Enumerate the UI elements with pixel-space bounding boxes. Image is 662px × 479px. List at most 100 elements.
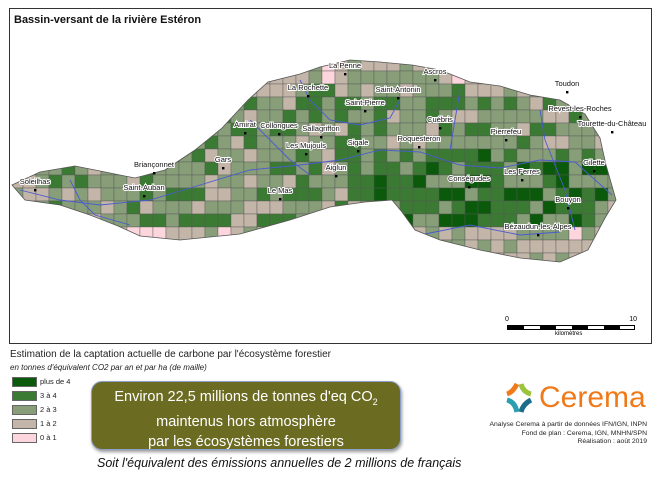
grid-cell <box>490 226 505 241</box>
equivalent-note: Soit l'équivalent des émissions annuelle… <box>97 456 462 470</box>
grid-cell <box>581 252 596 262</box>
grid-cell <box>555 239 570 254</box>
grid-cell <box>386 70 401 85</box>
grid-cell <box>61 213 76 228</box>
grid-cell <box>282 200 297 215</box>
grid-cell <box>204 239 219 254</box>
grid-cell <box>152 122 167 137</box>
grid-cell <box>139 83 154 98</box>
grid-cell <box>165 239 180 254</box>
grid-cell <box>48 122 63 137</box>
grid-cell <box>22 252 37 262</box>
grid-cell <box>10 266 23 279</box>
grid-cell <box>100 174 115 189</box>
grid-cell <box>399 174 414 189</box>
town-label: Aiglun <box>326 163 347 172</box>
cerema-logo-icon <box>506 382 533 413</box>
town-marker <box>278 133 281 136</box>
grid-cell <box>529 70 544 85</box>
grid-cell <box>412 252 427 262</box>
grid-cell <box>438 200 453 215</box>
grid-cell <box>87 109 102 124</box>
grid-cell <box>594 239 609 254</box>
grid-cell <box>516 70 531 85</box>
grid-cell <box>61 83 76 98</box>
grid-cell <box>61 239 76 254</box>
grid-cell <box>230 70 245 85</box>
grid-cell <box>217 60 232 72</box>
grid-cell <box>490 174 505 189</box>
grid-cell <box>22 161 37 176</box>
town-label: Briançonnet <box>134 160 175 169</box>
grid-cell <box>269 96 284 111</box>
town-label: Saint-Auban <box>123 183 164 192</box>
grid-cell <box>230 96 245 111</box>
grid-cell <box>451 213 466 228</box>
grid-cell <box>581 174 596 189</box>
grid-cell <box>425 200 440 215</box>
grid-cell <box>425 187 440 202</box>
grid-cell <box>191 187 206 202</box>
grid-cell <box>230 252 245 262</box>
grid-cell <box>321 96 336 111</box>
grid-cell <box>308 239 323 254</box>
grid-cell <box>347 252 362 262</box>
town-marker <box>434 79 437 82</box>
grid-cell <box>295 200 310 215</box>
callout-text: Environ 22,5 millions de tonnes d'eq CO <box>114 389 373 405</box>
grid-cell <box>438 213 453 228</box>
grid-cell <box>360 174 375 189</box>
grid-cell <box>217 174 232 189</box>
grid-cell <box>529 60 544 72</box>
legend-subtitle: en tonnes d'équivalent CO2 par an et par… <box>10 363 207 372</box>
grid-cell <box>74 252 89 262</box>
grid-cell <box>48 135 63 150</box>
grid-cell <box>451 135 466 150</box>
grid-cell <box>308 187 323 202</box>
grid-cell <box>22 109 37 124</box>
grid-cell <box>451 187 466 202</box>
grid-cell <box>35 148 50 163</box>
grid-cell <box>12 122 24 137</box>
grid-cell <box>542 161 557 176</box>
grid-cell <box>217 135 232 150</box>
grid-cell <box>386 161 401 176</box>
grid-cell <box>347 174 362 189</box>
grid-cell <box>608 266 621 279</box>
grid-cell <box>412 213 427 228</box>
grid-cell <box>400 266 413 279</box>
grid-cell <box>126 226 141 241</box>
legend-item: plus de 4 <box>12 376 70 387</box>
grid-cell <box>399 96 414 111</box>
grid-cell <box>555 252 570 262</box>
grid-cell <box>503 148 518 163</box>
grid-cell <box>88 266 101 279</box>
grid-cell <box>295 148 310 163</box>
grid-cell <box>48 213 63 228</box>
grid-cell <box>153 266 166 279</box>
grid-cell <box>568 135 583 150</box>
grid-cell <box>269 70 284 85</box>
grid-cell <box>530 266 543 279</box>
grid-cell <box>61 135 76 150</box>
grid-cell <box>542 252 557 262</box>
grid-cell <box>373 135 388 150</box>
grid-cell <box>12 226 24 241</box>
town-label: Bézaudun-les-Alpes <box>504 222 571 231</box>
grid-cell <box>243 239 258 254</box>
grid-cell <box>61 252 76 262</box>
grid-cell <box>542 174 557 189</box>
grid-cell <box>100 239 115 254</box>
grid-cell <box>425 213 440 228</box>
grid-cell <box>12 70 24 85</box>
grid-cell <box>386 60 401 72</box>
grid-cell <box>231 266 244 279</box>
grid-cell <box>35 60 50 72</box>
grid-cell <box>517 266 530 279</box>
grid-cell <box>607 213 616 228</box>
grid-cell <box>373 200 388 215</box>
grid-cell <box>438 187 453 202</box>
grid-cell <box>334 83 349 98</box>
grid-cell <box>542 60 557 72</box>
grid-cell <box>100 187 115 202</box>
